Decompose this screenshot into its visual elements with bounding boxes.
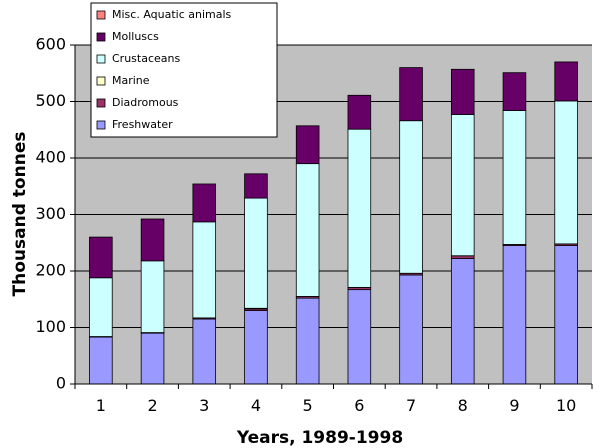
legend-item: Freshwater [96,118,173,131]
bar-stack [192,183,217,385]
y-tick-label: 100 [35,317,66,336]
x-tick-label: 6 [354,396,364,415]
legend-item: Molluscs [96,30,159,43]
x-tick-label: 5 [303,396,313,415]
bar-segment [502,245,527,385]
bar-stack [399,67,423,385]
bar-segment [502,110,527,245]
legend-label: Diadromous [112,96,179,109]
bar-segment [450,68,475,115]
legend-label: Molluscs [112,30,159,43]
bar-segment [89,336,113,385]
legend: Misc. Aquatic animals Molluscs Crustaceans… [90,2,278,138]
bar-segment [192,221,217,319]
x-tick-label: 10 [556,396,576,415]
bar-segment [399,274,423,385]
legend-swatch [96,32,106,42]
x-tick-label: 2 [147,396,157,415]
legend-swatch [96,98,106,108]
bar-stack [347,94,372,385]
x-tick-label: 8 [458,396,468,415]
y-tick-label: 400 [35,148,66,167]
bar-segment [554,245,578,385]
legend-swatch [96,120,106,130]
bar-segment [502,72,527,111]
y-tick-label: 600 [35,35,66,54]
bar-segment [347,128,372,288]
bar-segment [192,183,217,223]
legend-swatch [96,10,106,20]
bar-segment [450,258,475,385]
bar-segment [140,332,165,385]
legend-label: Misc. Aquatic animals [112,8,232,21]
y-tick-label: 300 [35,204,66,223]
bar-stack [502,72,527,385]
bar-segment [244,310,268,385]
legend-item: Diadromous [96,96,179,109]
bar-segment [450,255,475,259]
y-axis-ticks: 0 100 200 300 400 500 600 [35,35,75,393]
x-tick-label: 4 [251,396,261,415]
legend-item: Misc. Aquatic animals [96,8,232,21]
legend-item: Crustaceans [96,52,180,65]
legend-swatch [96,54,106,64]
bar-stack [295,125,320,385]
legend-label: Marine [112,74,150,87]
bar-segment [399,120,423,274]
y-tick-label: 500 [35,91,66,110]
x-tick-label: 9 [509,396,519,415]
bar-segment [554,100,578,245]
bars [89,61,578,385]
bar-segment [140,218,165,262]
bar-stack [554,61,578,385]
bar-segment [295,297,320,385]
bar-segment [244,197,268,309]
x-axis-title: Years, 1989-1998 [236,428,403,448]
bar-segment [89,277,113,337]
legend-item: Marine [96,74,150,87]
x-tick-label: 7 [406,396,416,415]
bar-stack [450,68,475,385]
bar-segment [89,236,113,279]
bar-segment [295,163,320,297]
y-tick-label: 0 [56,374,66,393]
bar-segment [192,318,217,385]
legend-swatch [96,76,106,86]
y-axis-title: Thousand tonnes [10,132,30,297]
bar-segment [140,260,165,333]
legend-label: Crustaceans [112,52,180,65]
x-axis-ticks: 1 2 3 4 5 6 7 8 9 10 [74,384,593,415]
bar-stack [140,218,165,385]
bar-segment [244,173,268,199]
legend-box [90,2,278,138]
bar-segment [347,289,372,385]
bar-stack [89,236,113,385]
y-tick-label: 200 [35,261,66,280]
x-tick-label: 1 [96,396,106,415]
bar-segment [295,125,320,165]
bar-stack [244,173,268,385]
bar-segment [399,67,423,122]
x-tick-label: 3 [199,396,209,415]
bar-segment [554,61,578,102]
legend-label: Freshwater [112,118,173,131]
bar-segment [450,114,475,257]
bar-segment [347,94,372,130]
